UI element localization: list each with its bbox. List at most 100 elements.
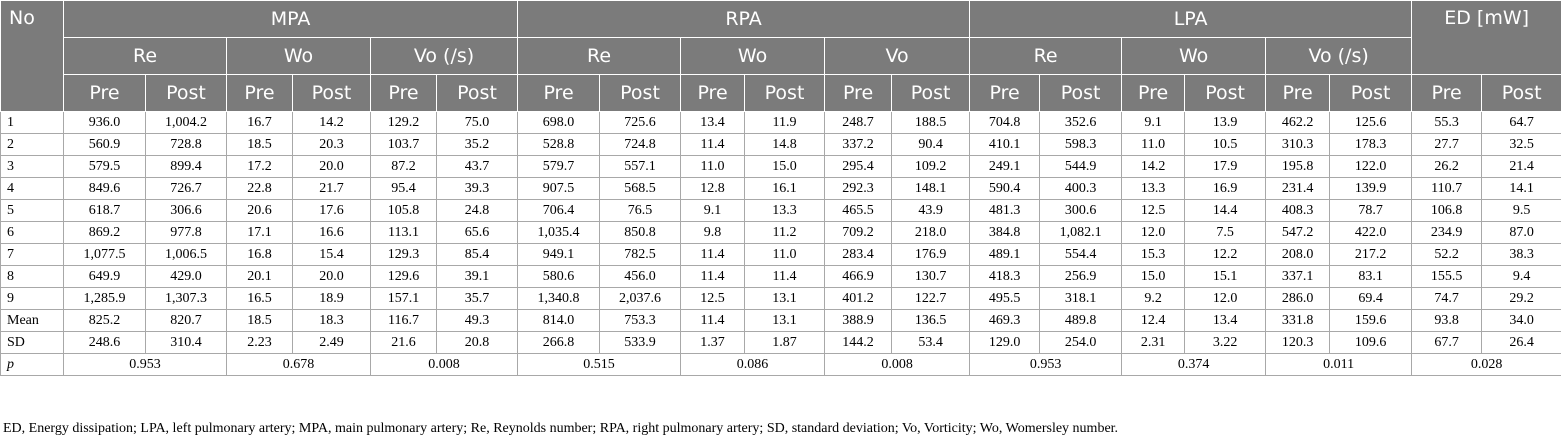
table-cell: 155.5 [1411,265,1483,288]
row-label: 8 [0,265,64,288]
table-cell: 429.0 [145,265,227,288]
header-mpa-wo: Wo [226,37,371,75]
table-cell: 706.4 [517,199,601,222]
table-cell: 83.1 [1329,265,1413,288]
table-cell: 43.9 [891,199,971,222]
table-cell: 466.9 [824,265,893,288]
table-cell: 12.8 [680,177,746,200]
p-value-label: p [0,353,64,376]
header-ed: ED [mW] [1411,0,1561,75]
table-cell: 709.2 [824,221,893,244]
table-cell: 300.6 [1039,199,1123,222]
table-cell: 129.2 [370,111,437,134]
table-cell: 9.2 [1121,287,1186,310]
table-cell: 35.7 [435,287,519,310]
table-cell: 120.3 [1265,331,1331,354]
table-cell: 105.8 [370,199,437,222]
table-cell: 331.8 [1265,309,1331,332]
table-cell: 17.9 [1184,155,1267,178]
table-cell: 178.3 [1329,133,1413,156]
table-cell: 17.1 [226,221,293,244]
p-value-cell: 0.008 [369,353,519,376]
table-cell: 93.8 [1411,309,1483,332]
header-rpa-vo: Vo [824,37,971,75]
table-cell: 850.8 [599,221,682,244]
table-cell: 401.2 [824,287,893,310]
table-cell: 17.6 [292,199,371,222]
table-cell: 21.4 [1481,155,1561,178]
table-cell: 20.8 [435,331,519,354]
table-cell: 129.0 [969,331,1041,354]
table-cell: 462.2 [1265,111,1331,134]
table-cell: 130.7 [891,265,971,288]
table-cell: 64.7 [1481,111,1561,134]
header-post: Post [891,74,971,112]
table-cell: 122.7 [891,287,971,310]
table-cell: 1,285.9 [63,287,146,310]
table-cell: 85.4 [435,243,519,266]
table-cell: 568.5 [599,177,682,200]
table-row: 4 849.6 726.7 22.8 21.7 95.4 39.3 907.5 568.5 12.… [0,177,1561,200]
table-cell: 15.3 [1121,243,1186,266]
table-cell: 249.1 [969,155,1041,178]
table-cell: 726.7 [145,177,227,200]
table-cell: 248.6 [63,331,146,354]
header-post: Post [1184,74,1267,112]
table-cell: 122.0 [1329,155,1413,178]
table-cell: 69.4 [1329,287,1413,310]
table-cell: 159.6 [1329,309,1413,332]
table-cell: 422.0 [1329,221,1413,244]
p-value-cell: 0.011 [1265,353,1413,376]
header-no: No [0,0,64,112]
table-cell: 814.0 [517,309,601,332]
row-label: 6 [0,221,64,244]
table-cell: 87.2 [370,155,437,178]
table-cell: 125.6 [1329,111,1413,134]
row-label: SD [0,331,64,354]
row-label: 7 [0,243,64,266]
table-cell: 15.0 [744,155,826,178]
table-row: 1 936.0 1,004.2 16.7 14.2 129.2 75.0 698.0 725.6… [0,111,1561,134]
row-label: 9 [0,287,64,310]
table-cell: 3.22 [1184,331,1267,354]
table-row: Mean 825.2 820.7 18.5 18.3 116.7 49.3 814.0 753.… [0,309,1561,332]
table-cell: 254.0 [1039,331,1123,354]
table-cell: 11.9 [744,111,826,134]
table-cell: 18.5 [226,133,293,156]
header-row-prepost: Pre Post Pre Post Pre Post Pre Post Pre Post Pre Po… [1,74,1561,112]
table-cell: 27.7 [1411,133,1483,156]
p-value-cell: 0.086 [680,353,826,376]
table-cell: 75.0 [435,111,519,134]
table-cell: 410.1 [969,133,1041,156]
table-row: 8 649.9 429.0 20.1 20.0 129.6 39.1 580.6 456.0 11… [0,265,1561,288]
table-cell: 26.4 [1481,331,1561,354]
table-cell: 53.4 [891,331,971,354]
table-cell: 20.1 [226,265,293,288]
table-cell: 495.5 [969,287,1041,310]
table-cell: 195.8 [1265,155,1331,178]
table-cell: 849.6 [63,177,146,200]
table-cell: 725.6 [599,111,682,134]
row-label: Mean [0,309,64,332]
header-pre: Pre [226,74,293,112]
table-cell: 557.1 [599,155,682,178]
table-cell: 547.2 [1265,221,1331,244]
table-cell: 18.5 [226,309,293,332]
table-cell: 13.3 [1121,177,1186,200]
table-cell: 106.8 [1411,199,1483,222]
header-pre: Pre [517,74,601,112]
table-cell: 820.7 [145,309,227,332]
table-cell: 337.1 [1265,265,1331,288]
table-cell: 9.1 [1121,111,1186,134]
table-cell: 18.9 [292,287,371,310]
row-label: 4 [0,177,64,200]
table-cell: 26.2 [1411,155,1483,178]
table-cell: 11.4 [680,309,746,332]
table-cell: 78.7 [1329,199,1413,222]
table-cell: 16.8 [226,243,293,266]
table-cell: 67.7 [1411,331,1483,354]
table-row: 5 618.7 306.6 20.6 17.6 105.8 24.8 706.4 76.5 9.1… [0,199,1561,222]
table-cell: 90.4 [891,133,971,156]
table-cell: 9.1 [680,199,746,222]
header-pre: Pre [969,74,1041,112]
